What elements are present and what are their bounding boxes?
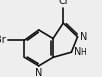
Text: Br: Br	[0, 35, 6, 45]
Text: N: N	[80, 32, 87, 42]
Text: H: H	[81, 48, 86, 57]
Text: N: N	[74, 47, 81, 57]
Text: Cl: Cl	[58, 0, 68, 6]
Text: N: N	[35, 68, 42, 77]
